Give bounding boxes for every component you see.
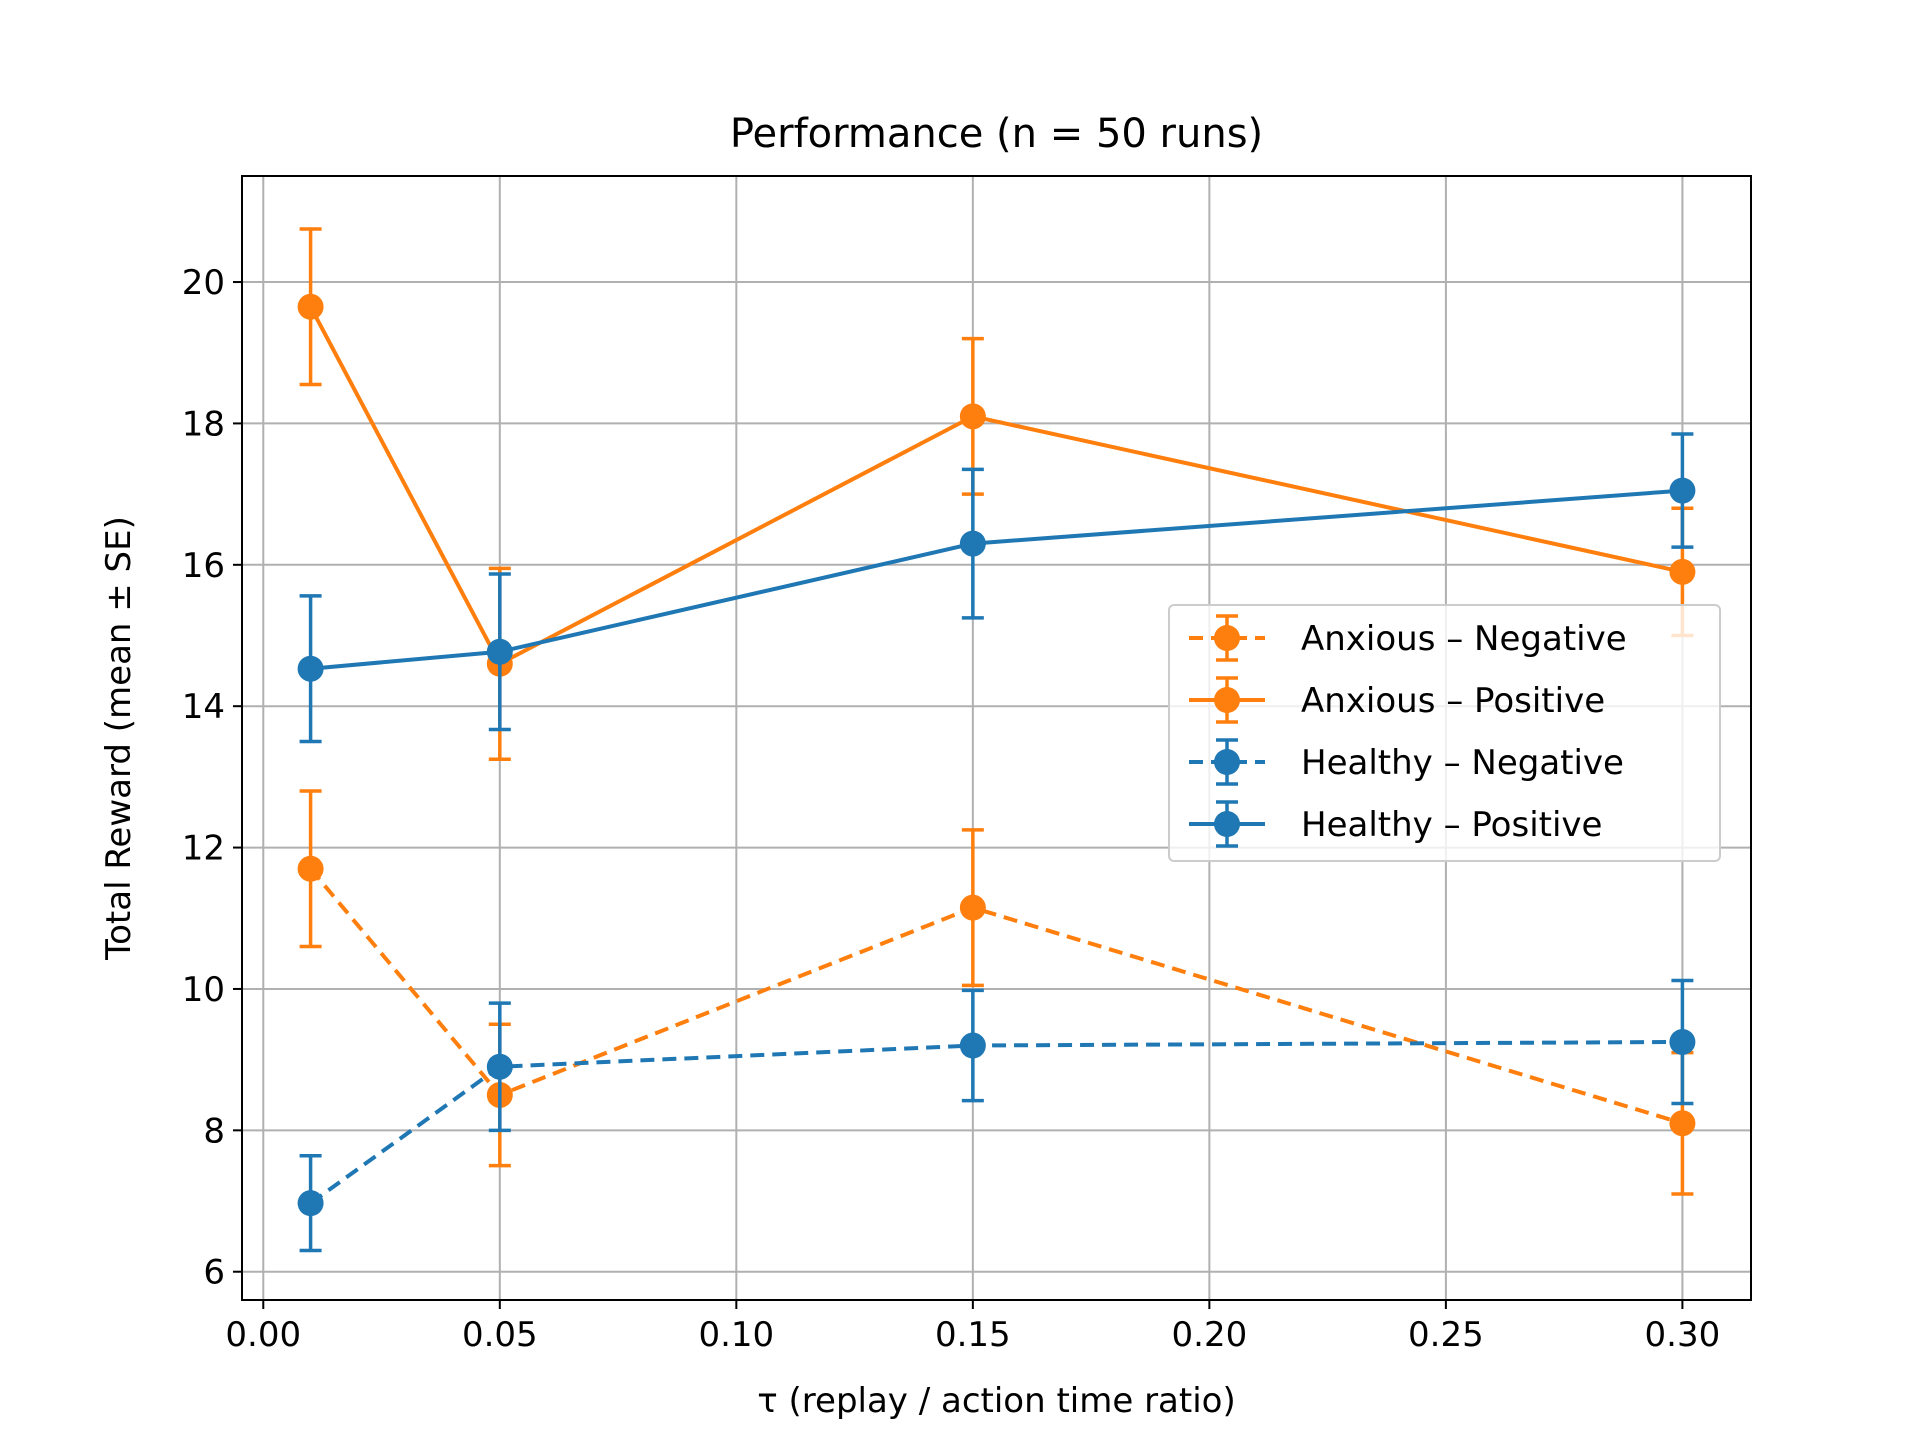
legend-marker [1214,749,1240,775]
legend-marker [1214,687,1240,713]
data-point [486,638,513,665]
y-tick-label: 18 [182,404,225,444]
series-line [310,488,1683,671]
data-point [297,1190,324,1217]
data-point [486,1053,513,1080]
series-layer [297,227,1696,1253]
y-tick-label: 20 [182,263,225,303]
y-tick-label: 8 [203,1111,225,1151]
x-tick-label: 0.30 [1645,1315,1721,1355]
data-point [959,530,986,557]
data-point [959,403,986,430]
axis-ticks: 0.00 0.05 0.10 0.15 0.20 0.25 0.30 6 8 10 12 14 16 18… [182,263,1721,1355]
y-axis-label: Total Reward (mean ± SE) [99,516,139,961]
series-line [309,867,1683,1126]
data-point [297,855,324,882]
x-tick-label: 0.05 [462,1315,538,1355]
legend: Anxious – Negative Anxious – Positive Heal… [1168,604,1721,862]
legend-box [1168,604,1721,862]
legend-label: Healthy – Positive [1301,805,1602,845]
series-group [297,432,1696,744]
legend-item: Anxious – Negative [1189,614,1627,662]
legend-item: Anxious – Positive [1189,676,1605,724]
y-tick-label: 16 [182,546,225,586]
legend-item: Healthy – Negative [1189,738,1624,786]
legend-marker [1214,625,1240,651]
legend-label: Anxious – Positive [1301,681,1605,721]
legend-marker [1214,811,1240,837]
plot-frame [241,175,1752,1301]
series-group [297,978,1696,1253]
data-point [959,894,986,921]
y-tick-label: 12 [182,829,225,869]
data-point [1669,1110,1696,1137]
data-point [1669,477,1696,504]
y-tick-label: 6 [203,1253,225,1293]
x-tick-label: 0.10 [698,1315,774,1355]
y-tick-label: 14 [182,687,225,727]
series-line [308,305,1683,666]
legend-item: Healthy – Positive [1189,800,1602,848]
x-tick-label: 0.00 [225,1315,301,1355]
x-axis-label: τ (replay / action time ratio) [757,1381,1236,1421]
legend-label: Healthy – Negative [1301,743,1624,783]
data-point [297,293,324,320]
data-point [297,655,324,682]
data-point [959,1032,986,1059]
x-tick-label: 0.15 [935,1315,1011,1355]
series-line [309,1039,1683,1205]
x-tick-label: 0.20 [1172,1315,1248,1355]
x-tick-label: 0.25 [1408,1315,1484,1355]
chart-title: Performance (n = 50 runs) [730,111,1263,157]
series-group [297,227,1696,761]
y-tick-label: 10 [182,970,225,1010]
data-point [1669,558,1696,585]
legend-label: Anxious – Negative [1301,619,1627,659]
data-point [1669,1028,1696,1055]
